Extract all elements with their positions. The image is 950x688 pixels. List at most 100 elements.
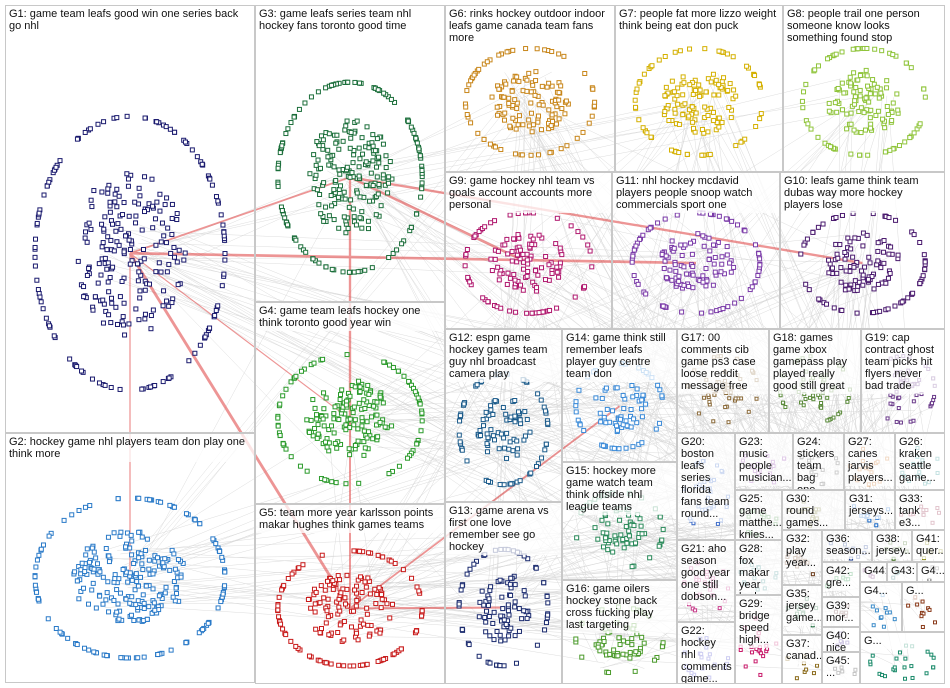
node [219, 283, 225, 289]
group-label: G30: round games... [783, 491, 844, 529]
node [174, 217, 180, 223]
node [374, 174, 380, 180]
node [333, 178, 339, 184]
node [385, 190, 391, 196]
group-label: G2: hockey game nhl players team don pla… [6, 434, 254, 462]
node [313, 172, 319, 178]
node [220, 222, 226, 228]
node [115, 221, 121, 227]
edge [643, 395, 898, 434]
node [212, 312, 218, 318]
node [150, 225, 156, 231]
node [133, 306, 139, 312]
node [215, 198, 221, 204]
node [79, 368, 85, 374]
node [580, 129, 586, 135]
node [192, 350, 198, 356]
node [222, 251, 228, 257]
node [95, 121, 101, 127]
node [359, 225, 365, 231]
group-box: G36: season... [822, 530, 872, 562]
node [376, 181, 382, 187]
node [539, 83, 545, 89]
group-box: G32: play year... [782, 530, 822, 585]
node [96, 380, 102, 386]
group-label: G42: gre... [823, 563, 859, 591]
node [414, 140, 420, 146]
node [215, 303, 221, 309]
group-box: G24: stickers team bag one... [793, 433, 844, 490]
node [323, 85, 329, 91]
node [275, 183, 281, 189]
node [316, 202, 322, 208]
edge [126, 78, 841, 252]
node [146, 201, 152, 207]
node [160, 303, 166, 309]
group-label: G3: game leafs series team nhl hockey fa… [256, 6, 444, 34]
node [169, 201, 175, 207]
group-box: G4... [917, 562, 945, 582]
group-box: G40: nice [822, 627, 860, 652]
node [174, 211, 180, 217]
node [348, 197, 354, 203]
node [350, 160, 356, 166]
group-label: G26: kraken seattle game... [896, 434, 944, 486]
group-box: G17: 00 comments cib game ps3 case loose… [677, 329, 769, 433]
node [526, 70, 532, 76]
node [413, 135, 419, 141]
node [532, 92, 538, 98]
node [134, 261, 140, 267]
node [142, 115, 148, 121]
node [37, 294, 43, 300]
node [356, 145, 362, 151]
node-cluster [462, 46, 598, 158]
node [182, 139, 188, 145]
node [100, 320, 106, 326]
node [149, 176, 155, 182]
node [360, 151, 366, 157]
node [148, 384, 154, 390]
node [106, 289, 112, 295]
node [514, 105, 520, 111]
node [86, 265, 92, 271]
node [529, 129, 535, 135]
node [364, 124, 370, 130]
node [164, 298, 170, 304]
node [590, 86, 596, 92]
node [528, 100, 534, 106]
group-label: G16: game oilers hockey stone back cross… [563, 581, 676, 633]
node [174, 259, 180, 265]
group-box: G1: game team leafs good win one series … [5, 5, 255, 433]
group-box: G... [902, 582, 945, 632]
node [331, 187, 337, 193]
group-label: G28: fox makar year karlsso... [736, 541, 781, 594]
node [359, 209, 365, 215]
group-label: G17: 00 comments cib game ps3 case loose… [678, 330, 768, 394]
node-cluster [275, 79, 425, 275]
group-box: G2: hockey game nhl players team don pla… [5, 433, 255, 683]
group-label: G32: play year... [783, 531, 821, 571]
node [127, 261, 133, 267]
node [343, 230, 349, 236]
node [136, 317, 142, 323]
node [279, 207, 285, 213]
strong-edge [349, 176, 863, 265]
node [74, 364, 80, 370]
node [35, 287, 41, 293]
group-label: G10: leafs game think team dubas way mor… [781, 173, 944, 213]
group-label: G35: jersey game... [783, 586, 821, 626]
group-label: G4... [861, 583, 901, 599]
node [202, 334, 208, 340]
edge [351, 417, 607, 428]
group-label: G20: boston leafs series florida fans te… [678, 434, 734, 522]
node [365, 218, 371, 224]
group-box: G5: team more year karlsson points makar… [255, 504, 445, 684]
edge [147, 606, 751, 645]
node [538, 127, 544, 133]
node [419, 186, 425, 192]
node [162, 202, 168, 208]
edge [521, 94, 529, 105]
edge [529, 234, 849, 271]
node [82, 235, 88, 241]
node [375, 154, 381, 160]
